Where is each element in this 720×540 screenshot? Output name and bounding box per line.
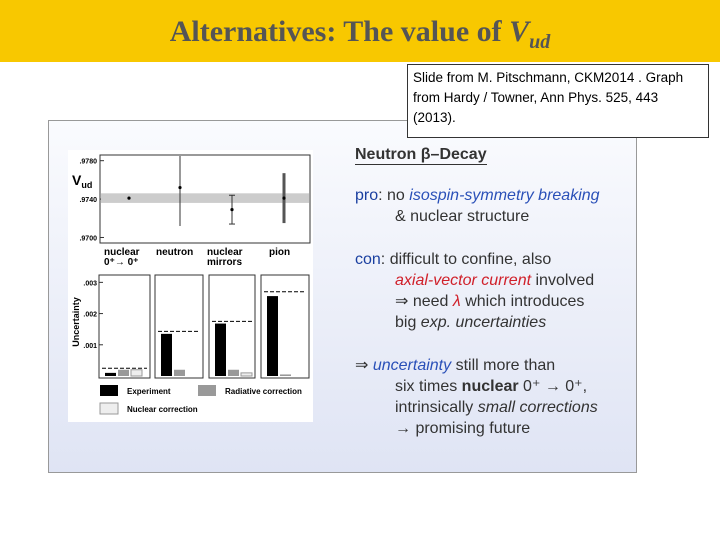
note-line: con: difficult to confine, also (355, 249, 600, 270)
note-text: : difficult to confine, also (380, 251, 552, 268)
note-line: & nuclear structure (355, 206, 600, 227)
y-tick-label: .002 (83, 312, 97, 319)
note-line: six times nuclear 0⁺ → 0⁺, (355, 376, 600, 397)
note-text: intrinsically (395, 399, 478, 416)
bar (240, 372, 253, 377)
category-label: 0⁺→ 0⁺ (104, 257, 138, 268)
note-line: big exp. uncertainties (355, 312, 600, 333)
legend-label: Experiment (127, 387, 171, 396)
note-text: small corrections (477, 399, 598, 416)
bar (130, 369, 143, 377)
note-line: → promising future (355, 418, 600, 439)
y-tick-label: .003 (83, 280, 97, 287)
note-line: axial-vector current involved (355, 270, 600, 291)
notes: Neutron β–Decay pro: no isospin-symmetry … (355, 146, 600, 439)
caption: Slide from M. Pitschmann, CKM2014 . Grap… (407, 64, 709, 138)
bar (215, 323, 226, 376)
category-label: pion (269, 247, 290, 258)
y-label-subscript: ud (81, 180, 92, 190)
note-text: axial-vector current (395, 272, 532, 289)
title: Alternatives: The value of Vud (169, 15, 551, 53)
point (282, 196, 286, 200)
category-label: nuclear (207, 247, 243, 258)
legend-label: Radiative correction (225, 387, 302, 396)
point (127, 196, 131, 200)
note-text: which introduces (460, 293, 585, 310)
bar (280, 374, 291, 376)
note-text: con (355, 251, 381, 268)
title-subscript: ud (529, 31, 551, 53)
note-text: pro (355, 187, 379, 204)
note-line: ⇒ uncertainty still more than (355, 355, 600, 376)
bar (174, 369, 185, 376)
note-text: & nuclear structure (395, 208, 530, 225)
category-label: mirrors (207, 257, 242, 268)
figure-bg (68, 150, 313, 422)
y-tick-label: .9700 (79, 235, 97, 242)
y-tick-label: .9780 (79, 159, 97, 166)
note-text: 0⁺ → 0⁺, (518, 378, 588, 395)
point (230, 208, 234, 212)
y-label-symbol: V (72, 172, 82, 188)
note-text: ⇒ need (395, 293, 453, 310)
category-label: nuclear (104, 247, 140, 258)
note-text: six times (395, 378, 462, 395)
note-text: nuclear (461, 378, 519, 395)
note-text: ⇒ (355, 357, 373, 374)
figure: Vud Uncertainty .9780.9740.9700nuclear0⁺… (68, 150, 313, 422)
panel-frame (208, 274, 256, 379)
y-tick-label: .001 (83, 343, 97, 350)
note-text: exp. uncertainties (420, 314, 547, 331)
note-text: : no (378, 187, 410, 204)
bar (118, 369, 129, 376)
title-text: Alternatives: The value of (169, 15, 502, 48)
note-text: λ (452, 293, 461, 310)
note-text: isospin-symmetry breaking (409, 187, 600, 204)
point (178, 185, 182, 190)
bar (161, 333, 172, 376)
title-symbol: V (509, 15, 530, 48)
legend-label: Nuclear correction (127, 405, 198, 414)
panel-frame (98, 274, 151, 379)
error-band (101, 193, 309, 203)
note-text: involved (531, 272, 595, 289)
note-text: → promising future (395, 420, 531, 437)
note-text: still more than (451, 357, 556, 374)
bar (228, 369, 239, 376)
panel-frame (260, 274, 310, 379)
note-line: ⇒ need λ which introduces (355, 291, 600, 312)
y-label: Uncertainty (71, 297, 81, 347)
note-line: intrinsically small corrections (355, 397, 600, 418)
note-text: big (395, 314, 421, 331)
legend-swatch (99, 402, 119, 415)
y-tick-label: .9740 (79, 197, 97, 204)
header: Alternatives: The value of Vud (0, 0, 720, 62)
y-label: Vud (72, 172, 92, 190)
category-label: neutron (156, 247, 193, 258)
note-text: uncertainty (372, 357, 452, 374)
panel-frame (154, 274, 204, 379)
legend-swatch (198, 385, 216, 396)
bar (105, 372, 116, 376)
legend-swatch (100, 385, 118, 396)
bar (267, 296, 278, 376)
note-line: pro: no isospin-symmetry breaking (355, 185, 600, 206)
notes-heading: Neutron β–Decay (355, 146, 487, 165)
